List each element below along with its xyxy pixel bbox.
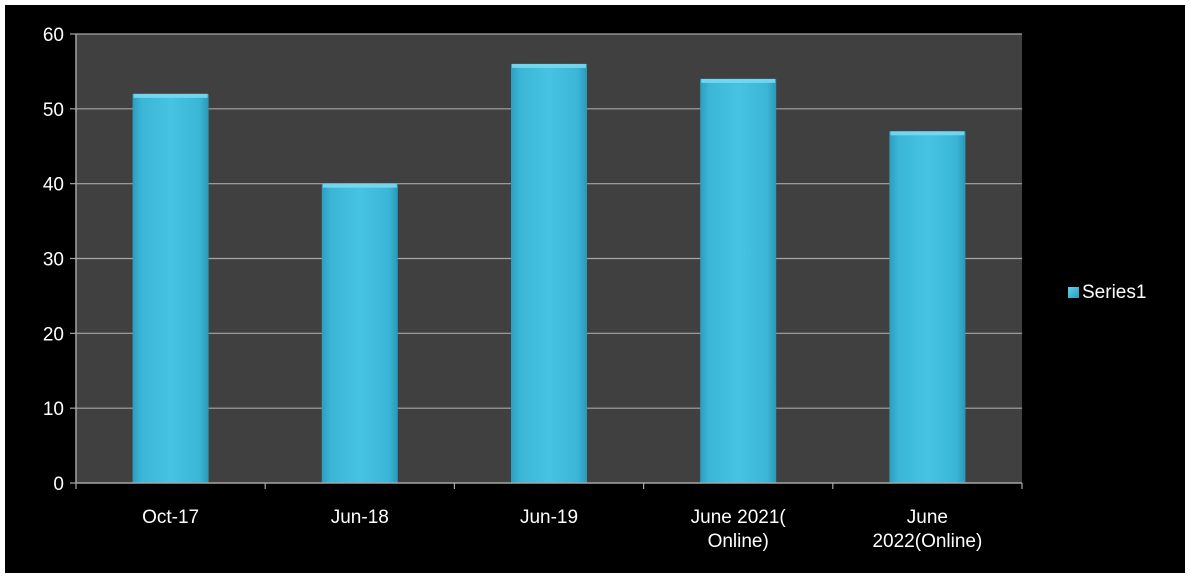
- y-tick-label: 10: [43, 399, 64, 420]
- y-tick-label: 0: [53, 474, 64, 495]
- legend-label-series1: Series1: [1082, 282, 1146, 303]
- x-axis-tick-labels: Oct-17 Jun-18 Jun-19 June 2021(Online) June 2…: [142, 507, 982, 552]
- y-tick-label: 60: [43, 25, 64, 46]
- bar-5: [889, 131, 966, 484]
- bars: [132, 63, 966, 484]
- bar-cap-highlight: [701, 78, 776, 83]
- y-tick-label: 30: [43, 250, 64, 271]
- x-tick-label: June 2022(Online): [872, 507, 982, 552]
- bar-1: [132, 93, 209, 483]
- x-tick-label: Jun-18: [331, 507, 389, 528]
- bar-2: [321, 183, 398, 483]
- x-tick-label: Jun-19: [520, 507, 578, 528]
- axes: [70, 33, 1023, 489]
- legend-marker-series1: [1068, 287, 1079, 298]
- bar-3: [511, 63, 587, 483]
- bar-cap-highlight: [322, 183, 397, 188]
- x-tick-label: June 2021(Online): [691, 507, 787, 552]
- bar-4: [700, 78, 777, 484]
- bar-cap-highlight: [133, 93, 208, 98]
- x-tick-label: Oct-17: [142, 507, 199, 528]
- bar-cap-highlight: [890, 131, 965, 136]
- bar-cap-highlight: [512, 63, 586, 68]
- y-tick-label: 40: [43, 175, 64, 196]
- y-tick-label: 20: [43, 324, 64, 345]
- y-axis-tick-labels: 0 10 20 30 40 50 60: [43, 25, 64, 495]
- legend: Series1: [1068, 282, 1146, 303]
- y-tick-label: 50: [43, 100, 64, 121]
